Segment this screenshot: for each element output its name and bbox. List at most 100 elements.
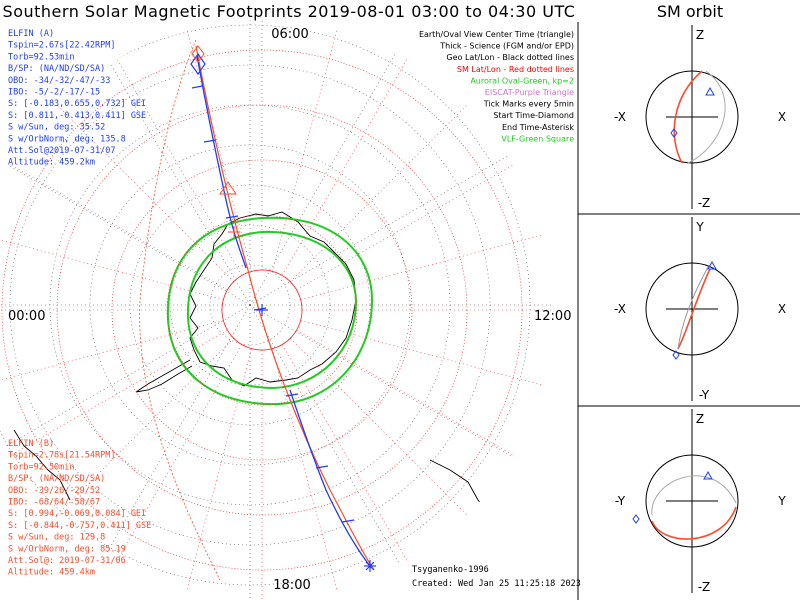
auroral-oval-inner xyxy=(186,230,358,390)
info-b-line: Torb=92.50min xyxy=(8,462,75,472)
info-a-line: Torb=92.53min xyxy=(8,52,75,62)
info-a-line: S: [0.811,-0.413,0.411] GSE xyxy=(8,111,146,121)
start-diamond xyxy=(632,514,640,524)
geo-lon-line xyxy=(249,27,411,306)
model-label: Tsyganenko-1996 xyxy=(412,565,489,575)
created-label: Created: Wed Jan 25 11:25:18 2023 xyxy=(412,579,581,589)
polar-map: 06:00 00:00 12:00 18:00 xyxy=(0,20,571,600)
sm-lon-line xyxy=(49,338,234,523)
sm-orbit-panels: Z -Z -X X Y -Y -X X Z -Z -Y Y xyxy=(614,25,786,594)
legend-entry: SM Lat/Lon - Red dotted lines xyxy=(457,65,574,74)
south-america-outline xyxy=(13,429,71,501)
track-asterisk xyxy=(228,226,240,238)
orbit-trace xyxy=(687,70,726,164)
mlt-label-top: 06:00 xyxy=(271,27,308,42)
sm-lon-line xyxy=(0,232,224,300)
info-a-line: IBO: -5/-2/-17/-15 xyxy=(8,88,100,98)
sm-lon-line xyxy=(290,97,475,282)
australia-outline xyxy=(429,459,533,531)
start-diamond xyxy=(672,350,680,360)
sm-lon-line xyxy=(300,232,552,300)
info-b-line: ELFIN (B) xyxy=(8,439,54,449)
orbit-trace-b xyxy=(673,70,703,164)
sm-orbit-title: SM orbit xyxy=(656,2,724,21)
sm-lat-circle xyxy=(166,214,358,406)
legend-entry: End Time-Asterisk xyxy=(502,123,574,132)
legend-entry: Auroral Oval-Green, kp=2 xyxy=(470,76,574,85)
sm-lon-line xyxy=(2,159,228,291)
panel-axis-label-left: -Y xyxy=(615,494,626,508)
legend: Earth/Oval View Center Time (triangle) Th… xyxy=(419,30,574,143)
sm-lon-line xyxy=(184,348,252,600)
info-b-line: B/SP: (NA/ND/SD/SA) xyxy=(8,474,105,484)
info-b-line: Att.Sol@: 2019-07-31/06 xyxy=(8,556,126,566)
legend-entry: EISCAT-Purple Triangle xyxy=(485,88,574,97)
grid-lines xyxy=(0,20,552,600)
main-title: Southern Solar Magnetic Footprints 2019-… xyxy=(2,2,576,21)
info-a-line: B/SP: (NA/ND/SD/SA) xyxy=(8,64,105,74)
sm-lon-line xyxy=(296,329,522,461)
view-triangle xyxy=(707,260,717,270)
geo-lon-line xyxy=(249,304,411,583)
sm-lon-line xyxy=(49,97,234,282)
sm-lon-line xyxy=(2,329,228,461)
sm-lon-line xyxy=(272,20,340,272)
info-a-line: Tspin=2.67s[22.42RPM] xyxy=(8,41,115,51)
sm-lon-line xyxy=(111,50,243,276)
elfin-a-track xyxy=(196,55,371,567)
sm-lon-line xyxy=(111,344,243,570)
panel-axis-label-right: X xyxy=(778,110,786,124)
view-triangle xyxy=(705,86,715,96)
elfin-a-tick xyxy=(191,85,203,89)
mlt-label-right: 12:00 xyxy=(534,309,571,324)
sm-lon-line xyxy=(272,348,340,600)
geo-lon-line xyxy=(89,27,251,306)
orbit-trace xyxy=(651,475,737,516)
elfin-b-info: ELFIN (B) Tspin=2.78s[21.54RPM]Torb=92.50… xyxy=(8,439,151,578)
info-b-line: S: [-0.844,-0.757,0.411] GSE xyxy=(8,521,151,531)
eiscat-triangle xyxy=(219,181,237,195)
info-a-line: S w/Sun, deg: 35.52 xyxy=(8,123,105,133)
end-asterisk xyxy=(364,560,376,572)
elfin-a-start-diamond xyxy=(190,52,206,76)
panel-axis-label-right: Y xyxy=(777,494,786,508)
panel-axis-label-top: Z xyxy=(696,412,704,426)
info-a-line: Altitude: 459.2km xyxy=(8,158,95,168)
info-b-line: Altitude: 459.4km xyxy=(8,568,95,578)
auroral-oval-outer xyxy=(166,216,374,406)
orbit-trace xyxy=(677,266,709,350)
info-b-line: Tspin=2.78s[21.54RPM] xyxy=(8,451,115,461)
view-triangle xyxy=(703,470,713,480)
info-a-line: Att.Sol@2019-07-31/07 xyxy=(8,146,115,156)
orbit-trace-b xyxy=(677,268,711,350)
sm-lon-line xyxy=(0,320,224,388)
geo-lon-line xyxy=(249,144,528,306)
sm-orbit-panel: Y -Y -X X xyxy=(614,217,786,402)
elfin-a-info: ELFIN (A) Tspin=2.67s[22.42RPM]Torb=92.53… xyxy=(8,29,146,168)
panel-axis-label-right: X xyxy=(778,302,786,316)
legend-entry: VLF-Green Square xyxy=(501,134,574,143)
elfin-a-tick xyxy=(285,393,299,397)
sm-lon-line xyxy=(300,320,552,388)
geo-lon-line xyxy=(249,304,528,466)
info-a-line: ELFIN (A) xyxy=(8,29,54,39)
elfin-b-track-dotted xyxy=(139,39,221,581)
info-a-line: OBO: -34/-32/-47/-33 xyxy=(8,76,110,86)
panel-axis-label-bottom: -Z xyxy=(698,580,711,594)
info-b-line: S w/Sun, deg: 129.8 xyxy=(8,533,105,543)
africa-outline xyxy=(519,154,552,301)
sm-lon-line xyxy=(281,50,413,276)
info-b-line: IBO: -68/64/-58/67 xyxy=(8,498,100,508)
elfin-a-tick xyxy=(225,215,239,219)
sm-orbit-panel: Z -Z -Y Y xyxy=(615,409,786,594)
info-b-line: S: [0.994,-0.069,0.084] GEI xyxy=(8,509,146,519)
elfin-a-tick xyxy=(203,139,217,143)
sm-orbit-panel: Z -Z -X X xyxy=(614,25,786,210)
legend-entry: Start Time-Diamond xyxy=(493,111,574,120)
panel-axis-label-bottom: -Z xyxy=(698,196,711,210)
sm-lon-line xyxy=(184,20,252,272)
mlt-label-left: 00:00 xyxy=(8,309,45,324)
geo-lon-line xyxy=(89,304,251,583)
panel-axis-label-left: -X xyxy=(614,110,626,124)
